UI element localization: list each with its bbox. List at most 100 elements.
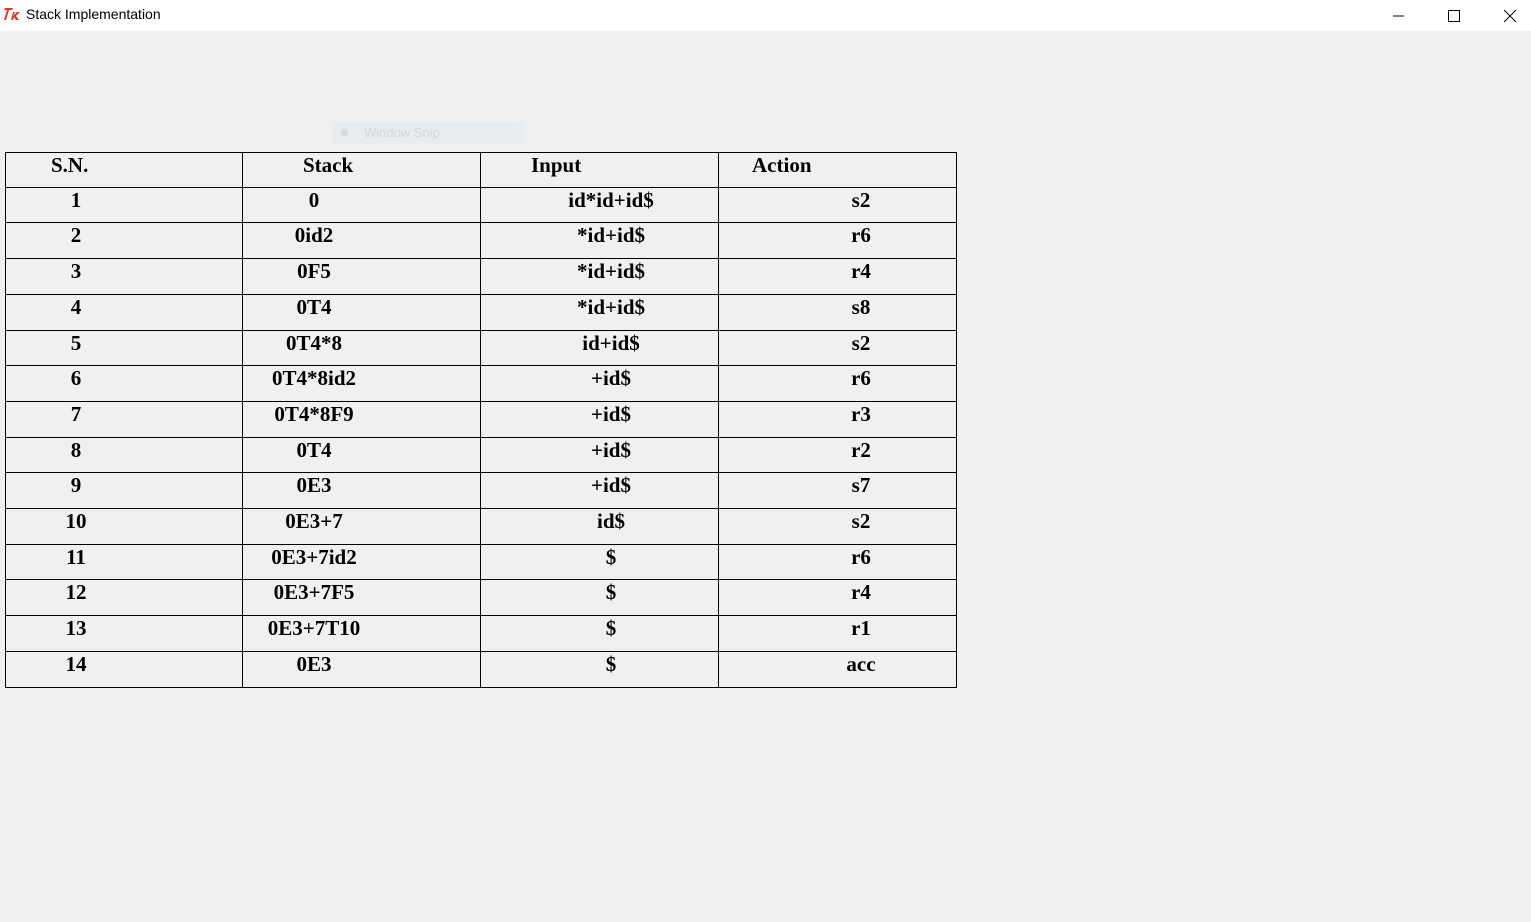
maximize-icon [1448,9,1460,22]
header-sn: S.N. [51,153,89,177]
cell-action: r6 [851,366,871,390]
cell-action: r6 [851,545,871,569]
table-cell: id*id+id$ [481,188,719,223]
table-cell: 10 [5,509,243,545]
cell-sn: 2 [70,223,82,247]
cell-input: id*id+id$ [568,188,654,212]
table-cell: 0T4 [243,438,481,473]
cell-action: r2 [851,438,871,462]
cell-sn: 9 [70,473,82,497]
cell-input: *id+id$ [577,259,645,283]
close-button[interactable] [1487,0,1531,31]
cell-stack: 0T4*8F9 [274,402,354,426]
table-cell: id+id$ [481,331,719,366]
table-cell: r2 [719,438,957,473]
cell-input: $ [605,616,617,640]
table-cell: +id$ [481,402,719,438]
cell-action: r3 [851,402,871,426]
cell-stack: 0E3+7F5 [273,580,355,604]
cell-sn: 7 [70,402,82,426]
table-cell: 0E3+7F5 [243,580,481,616]
tk-feather-icon [4,6,22,22]
cell-stack: 0T4*8 [285,331,343,355]
table-cell: s7 [719,473,957,509]
cell-input: $ [605,545,617,569]
window-snip-overlay[interactable]: Window Snip [333,122,524,144]
table-cell: 4 [5,295,243,331]
cell-action: r4 [851,580,871,604]
table-cell: r6 [719,223,957,259]
table-cell: $ [481,545,719,580]
table-cell: 11 [5,545,243,580]
table-cell: r6 [719,366,957,402]
cell-stack: 0E3+7 [285,509,343,533]
cell-stack: 0E3+7id2 [271,545,357,569]
table-cell: 1 [5,188,243,223]
minimize-button[interactable] [1376,0,1422,31]
cell-action: s2 [851,331,871,355]
window-title: Stack Implementation [26,6,161,22]
table-header-cell: Input [481,152,719,188]
table-cell: $ [481,652,719,688]
cell-input: id$ [596,509,626,533]
cell-action: s7 [851,473,871,497]
table-cell: s2 [719,331,957,366]
table-cell: 14 [5,652,243,688]
cell-action: acc [846,652,876,676]
snip-label: Window Snip [364,125,440,140]
table-cell: r4 [719,580,957,616]
cell-stack: 0id2 [294,223,334,247]
table-cell: s8 [719,295,957,331]
cell-input: +id$ [591,473,631,497]
table-cell: 0E3+7id2 [243,545,481,580]
table-cell: 3 [5,259,243,295]
cell-sn: 10 [65,509,87,533]
cell-action: r1 [851,616,871,640]
cell-sn: 11 [66,545,86,569]
table-cell: 8 [5,438,243,473]
table-cell: 0E3 [243,652,481,688]
table-cell: 9 [5,473,243,509]
minimize-icon [1393,10,1405,22]
table-cell: 0E3+7T10 [243,616,481,652]
table-cell: r3 [719,402,957,438]
table-cell: 0F5 [243,259,481,295]
table-cell: 7 [5,402,243,438]
cell-input: *id+id$ [577,295,645,319]
cell-action: s2 [851,188,871,212]
table-cell: 5 [5,331,243,366]
header-input: Input [531,153,582,177]
cell-action: r6 [851,223,871,247]
cell-input: +id$ [591,402,631,426]
table-cell: 12 [5,580,243,616]
cell-input: id+id$ [582,331,640,355]
table-header-cell: Stack [243,152,481,188]
cell-action: r4 [851,259,871,283]
table-cell: 0E3 [243,473,481,509]
cell-input: *id+id$ [577,223,645,247]
cell-input: +id$ [591,366,631,390]
table-cell: 0id2 [243,223,481,259]
cell-sn: 4 [70,295,82,319]
table-cell: id$ [481,509,719,545]
cell-input: $ [605,652,617,676]
cell-stack: 0T4*8id2 [271,366,357,390]
snip-icon [341,129,348,136]
cell-sn: 3 [70,259,82,283]
cell-sn: 1 [70,188,82,212]
cell-sn: 14 [65,652,87,676]
cell-sn: 8 [70,438,82,462]
header-stack: Stack [303,153,354,177]
table-cell: s2 [719,509,957,545]
cell-sn: 5 [70,331,82,355]
table-cell: 0T4*8 [243,331,481,366]
maximize-button[interactable] [1431,0,1477,31]
table-cell: r4 [719,259,957,295]
table-cell: 2 [5,223,243,259]
cell-stack: 0T4 [296,295,332,319]
cell-sn: 13 [65,616,87,640]
table-cell: r1 [719,616,957,652]
table-cell: $ [481,616,719,652]
header-action: Action [752,153,812,177]
cell-stack: 0E3 [296,652,332,676]
